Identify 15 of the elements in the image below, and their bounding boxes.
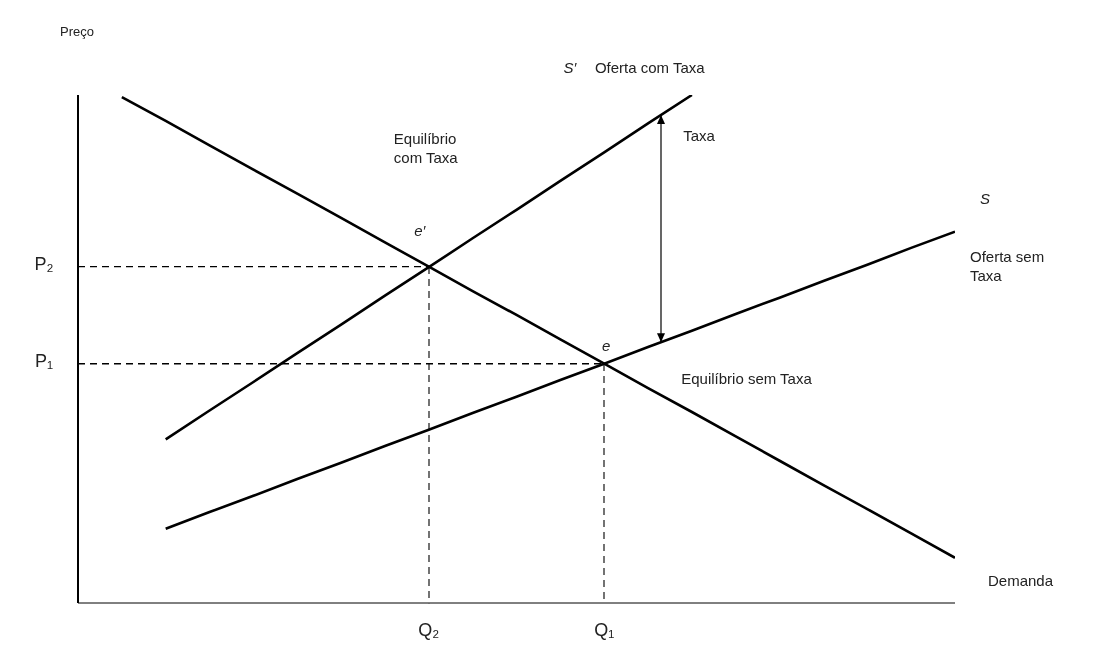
annotation: Equilíbrio sem Taxa <box>681 368 812 388</box>
series-label: Oferta sem Taxa <box>970 246 1046 285</box>
y-axis-title: Preço <box>60 23 94 41</box>
text: P₂ <box>34 253 54 274</box>
text: S′ <box>563 58 577 77</box>
annotation: Equilíbrio com Taxa <box>393 128 459 167</box>
text: Demanda <box>988 570 1054 590</box>
text: P₁ <box>34 350 54 371</box>
text: S <box>979 188 991 208</box>
series-label: Oferta com Taxa <box>594 58 705 77</box>
annotation: Taxa <box>683 126 715 145</box>
annotation: e′ <box>414 220 426 240</box>
text: Q₁ <box>594 620 615 640</box>
text: Q₂ <box>418 620 440 640</box>
annotation: e <box>602 335 611 355</box>
